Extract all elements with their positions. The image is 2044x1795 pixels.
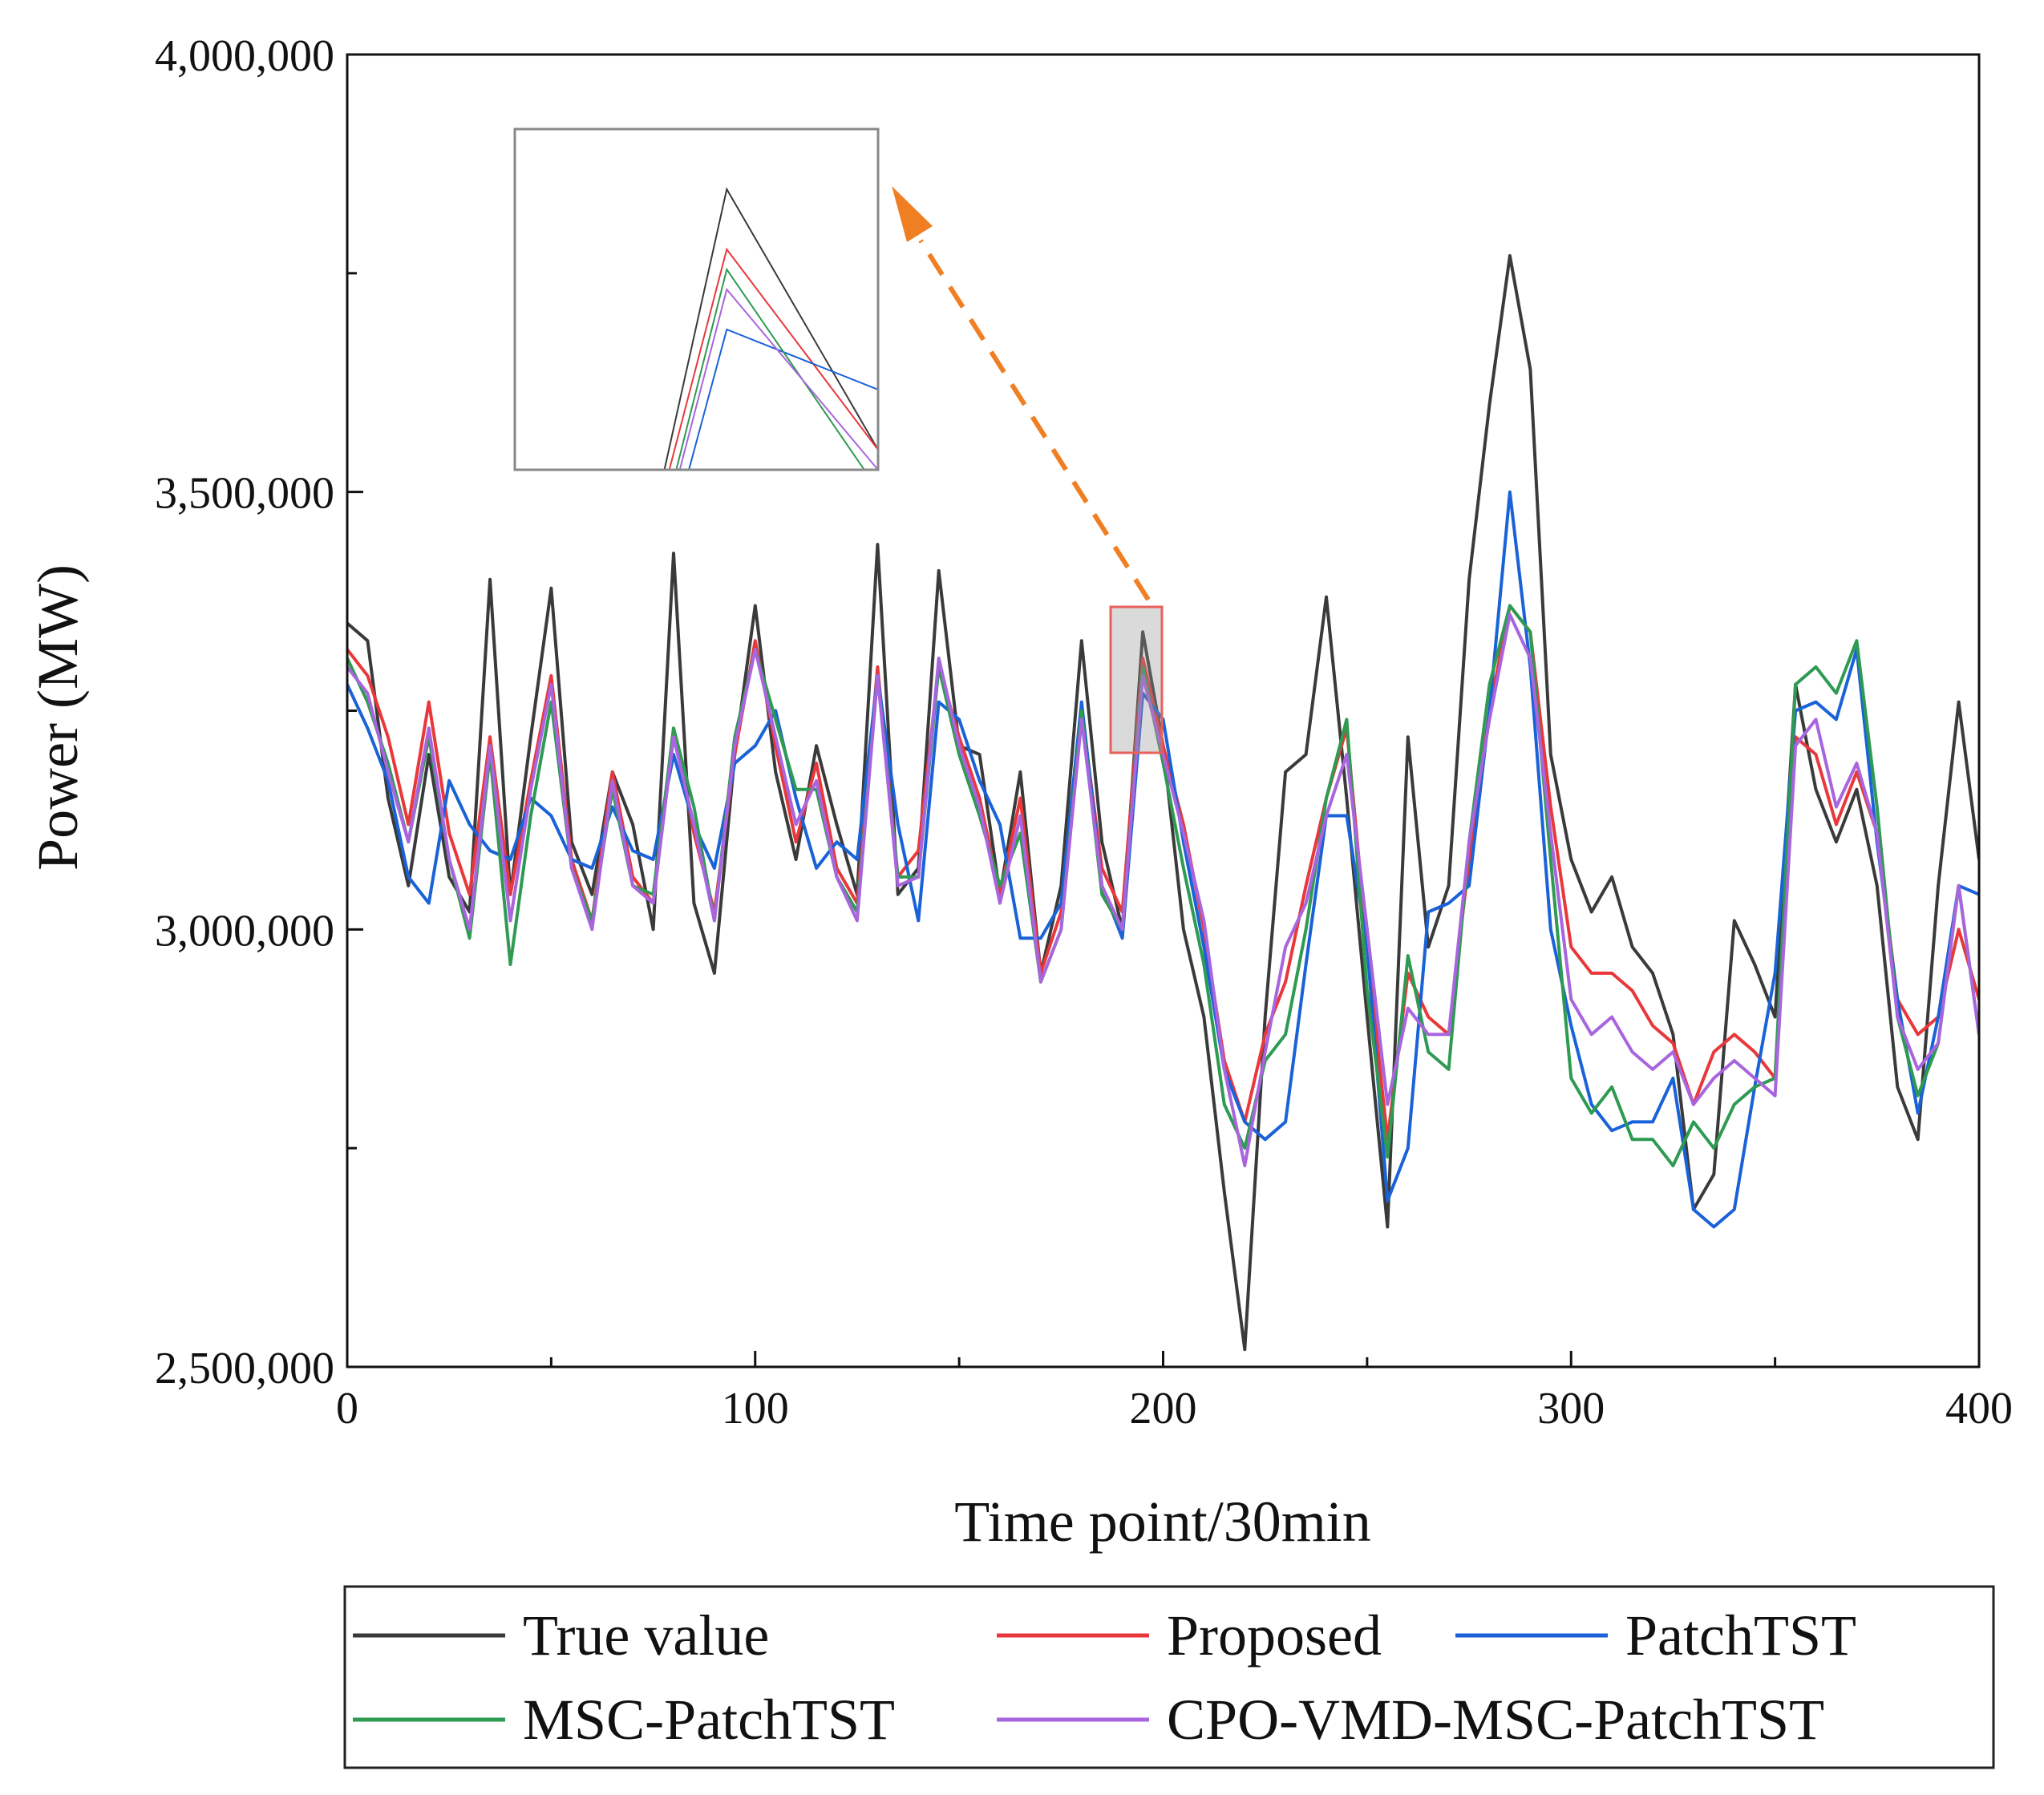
axes-layer: 0 100 200 300 400 2,500,000 3,000,000 3,500,000… bbox=[155, 31, 2013, 1433]
x-tick-label: 0 bbox=[336, 1384, 358, 1433]
inset-series-layer bbox=[663, 187, 878, 470]
legend-label: True value bbox=[523, 1603, 769, 1668]
legend-label: CPO-VMD-MSC-PatchTST bbox=[1167, 1688, 1824, 1752]
inset-background bbox=[515, 129, 878, 470]
zoom-inset bbox=[513, 127, 880, 471]
legend-item-proposed: Proposed bbox=[997, 1603, 1382, 1668]
legend-label: PatchTST bbox=[1625, 1603, 1856, 1668]
y-tick-label: 3,500,000 bbox=[155, 469, 334, 519]
x-tick-label: 300 bbox=[1537, 1384, 1605, 1433]
y-tick-label: 3,000,000 bbox=[155, 906, 334, 956]
x-axis-title: Time point/30min bbox=[954, 1490, 1370, 1554]
legend-item-patchtst: PatchTST bbox=[1455, 1603, 1856, 1668]
zoom-arrow bbox=[892, 186, 1151, 601]
inset-line-cpo-vmd-msc-patchtst bbox=[678, 287, 878, 470]
zoom-arrow-head bbox=[892, 186, 933, 242]
y-tick-label: 2,500,000 bbox=[155, 1344, 334, 1393]
x-tick-label: 400 bbox=[1945, 1384, 2013, 1433]
inset-frame bbox=[513, 127, 880, 471]
x-tick-label: 200 bbox=[1130, 1384, 1197, 1433]
legend-item-true-value: True value bbox=[353, 1603, 769, 1668]
zoom-highlight-box bbox=[1109, 605, 1164, 754]
legend: True value Proposed PatchTST MSC-PatchTST CP… bbox=[343, 1585, 1995, 1769]
inset-line-msc-patchtst bbox=[675, 267, 866, 470]
inset-line-true-value bbox=[663, 187, 878, 470]
inset-line-proposed bbox=[668, 247, 878, 470]
y-tick-label: 4,000,000 bbox=[155, 31, 334, 81]
legend-item-cpo-vmd-msc-patchtst: CPO-VMD-MSC-PatchTST bbox=[997, 1688, 1824, 1752]
legend-label: Proposed bbox=[1167, 1603, 1382, 1668]
y-axis-title: Power (MW) bbox=[26, 564, 90, 871]
legend-items: True value Proposed PatchTST MSC-PatchTST CP… bbox=[353, 1603, 1856, 1752]
legend-frame bbox=[343, 1585, 1995, 1769]
legend-item-msc-patchtst: MSC-PatchTST bbox=[353, 1688, 895, 1752]
series-line-cpo-vmd-msc-patchtst bbox=[347, 612, 1979, 1167]
inset-line-patchtst bbox=[688, 328, 878, 470]
legend-label: MSC-PatchTST bbox=[523, 1688, 895, 1752]
zoom-arrow-line bbox=[918, 239, 1151, 601]
x-tick-label: 100 bbox=[722, 1384, 789, 1433]
